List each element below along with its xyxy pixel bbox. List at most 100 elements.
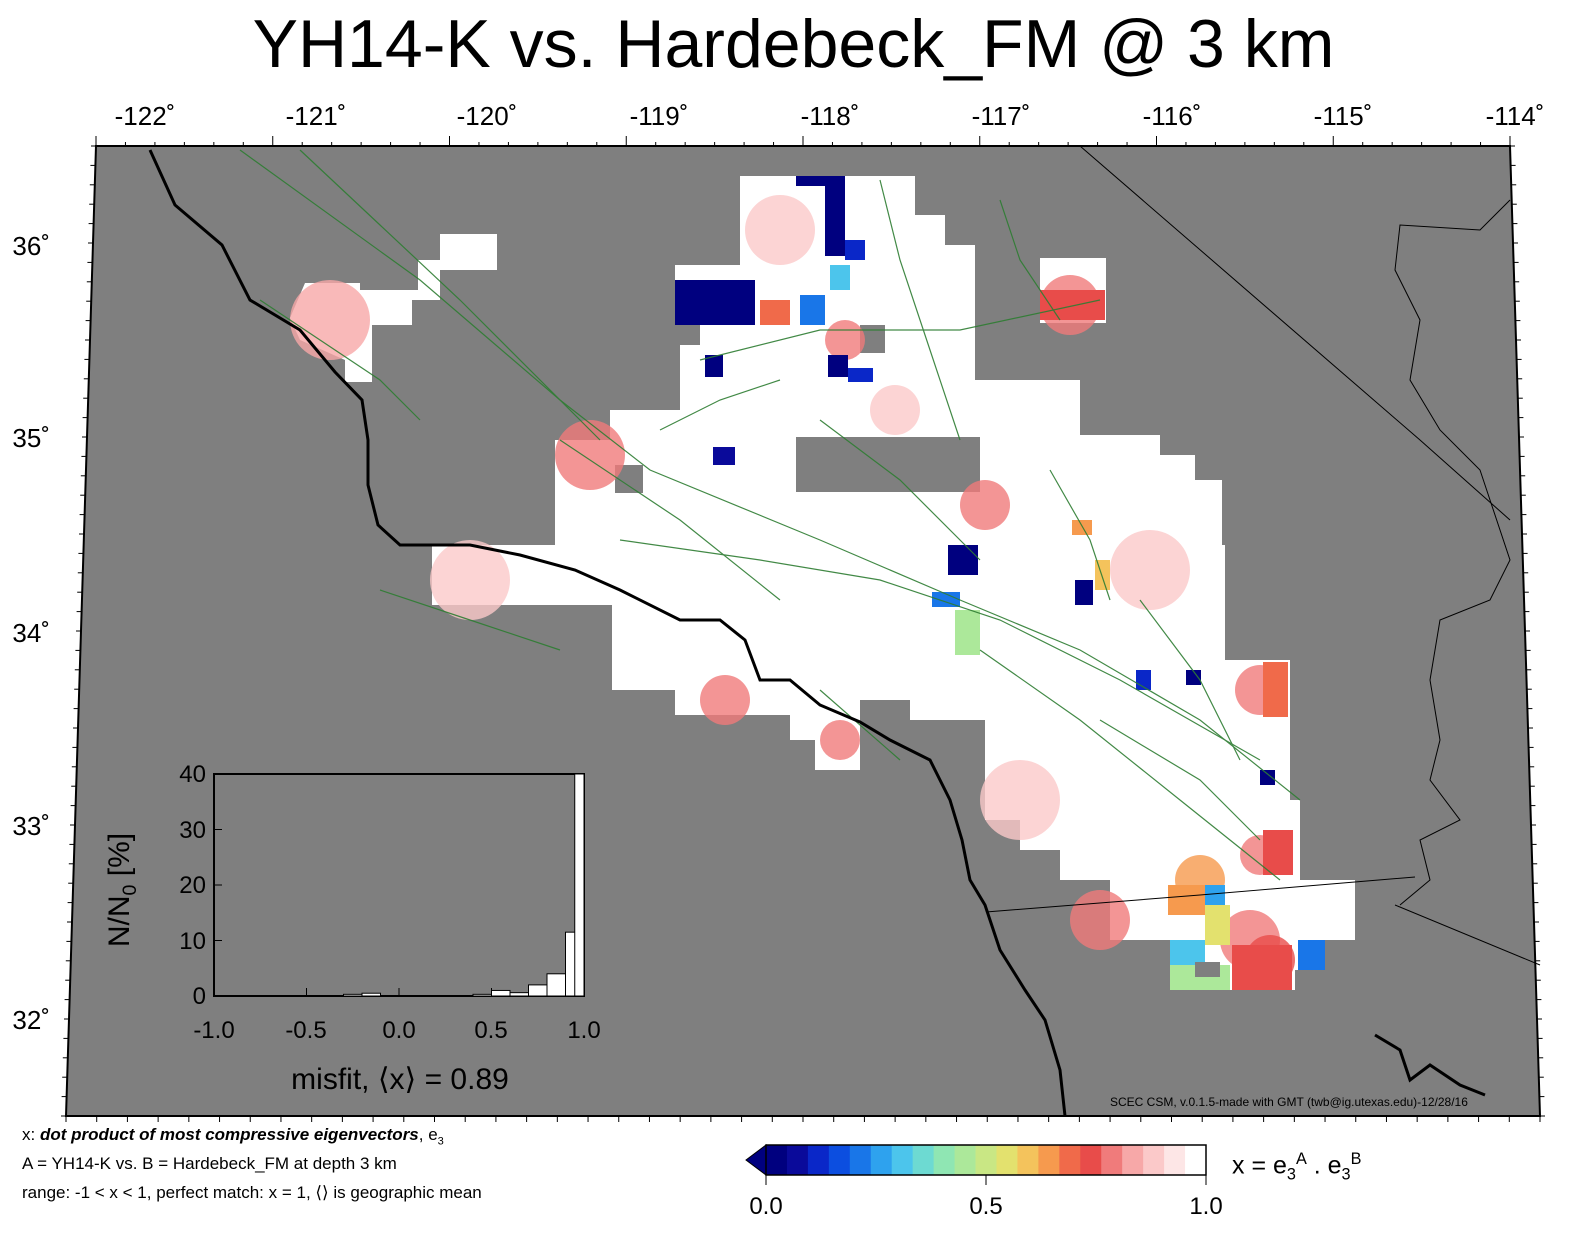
misfit-patch bbox=[870, 385, 920, 435]
no-data-hole bbox=[1195, 962, 1220, 977]
misfit-block bbox=[830, 265, 850, 290]
inset-x-axis-label: misfit, ⟨x⟩ = 0.89 bbox=[291, 1063, 509, 1096]
colorbar-segment bbox=[870, 1145, 893, 1175]
misfit-patch bbox=[700, 675, 750, 725]
misfit-block bbox=[1263, 830, 1293, 875]
lat-label: 33˚ bbox=[12, 811, 50, 841]
lon-label: -115˚ bbox=[1313, 101, 1373, 131]
inset-x-tick: -1.0 bbox=[193, 1017, 235, 1044]
misfit-block bbox=[796, 176, 826, 186]
lon-label: -120˚ bbox=[456, 101, 518, 131]
histogram-bar bbox=[546, 973, 566, 997]
misfit-patch bbox=[960, 480, 1010, 530]
note-line-2: A = YH14-K vs. B = Hardebeck_FM at depth… bbox=[22, 1154, 397, 1173]
misfit-patch bbox=[430, 540, 510, 620]
colorbar-segment bbox=[996, 1145, 1018, 1175]
colorado-river bbox=[1394, 199, 1511, 906]
misfit-block bbox=[1072, 520, 1092, 535]
inset-y-tick: 20 bbox=[179, 872, 206, 899]
lon-label: -122˚ bbox=[114, 101, 176, 131]
misfit-block bbox=[825, 176, 845, 256]
histogram-bar bbox=[491, 989, 511, 997]
inset-ticks bbox=[213, 773, 585, 997]
cb-label-sup-a: A bbox=[1295, 1150, 1307, 1168]
histogram-bar bbox=[472, 993, 492, 997]
inset-x-tick: -0.5 bbox=[285, 1017, 327, 1044]
inset-y-tick: 10 bbox=[179, 928, 206, 955]
colorbar-segment bbox=[1059, 1145, 1081, 1175]
lon-label: -118˚ bbox=[800, 101, 860, 131]
inset-x-tick: 1.0 bbox=[567, 1017, 601, 1044]
lat-label: 35˚ bbox=[12, 423, 50, 453]
inset-ylabel-sub: 0 bbox=[119, 884, 141, 896]
misfit-block bbox=[1260, 770, 1275, 785]
colorbar-segment bbox=[1164, 1145, 1186, 1175]
cb-label-dot: . e bbox=[1306, 1151, 1342, 1180]
note-1-sub: 3 bbox=[437, 1135, 444, 1148]
state-borders bbox=[985, 145, 1541, 966]
lon-label: -114˚ bbox=[1485, 101, 1545, 131]
histogram-bar bbox=[361, 992, 381, 997]
misfit-block bbox=[1168, 885, 1208, 915]
misfit-block bbox=[1186, 670, 1201, 685]
inset-x-tick: 0.5 bbox=[474, 1017, 508, 1044]
misfit-block bbox=[828, 355, 848, 377]
histogram-bar bbox=[574, 773, 585, 997]
mexico-coastline bbox=[1374, 1033, 1486, 1097]
inset-y-tick: 40 bbox=[179, 761, 206, 788]
misfit-block bbox=[932, 592, 960, 607]
fault-lines bbox=[239, 149, 1301, 881]
colorbar-label: x = e3A . e3B bbox=[1232, 1142, 1361, 1191]
misfit-patch bbox=[820, 720, 860, 760]
colorbar-tick: 0.5 bbox=[969, 1193, 1003, 1220]
lon-label: -121˚ bbox=[285, 101, 347, 131]
colorbar-segment bbox=[1038, 1145, 1060, 1175]
colorbar-tick: 1.0 bbox=[1189, 1193, 1223, 1220]
inset-ylabel-text: N/N bbox=[103, 895, 136, 948]
note-line-1: x: dot product of most compressive eigen… bbox=[22, 1124, 444, 1152]
colorbar-frame bbox=[765, 1144, 1207, 1176]
colorbar-tick: 0.0 bbox=[749, 1193, 783, 1220]
misfit-data-layer bbox=[290, 176, 1355, 990]
colorbar-segment bbox=[912, 1145, 935, 1175]
lat-label: 36˚ bbox=[12, 231, 50, 261]
misfit-patch bbox=[1110, 530, 1190, 610]
histogram-bar bbox=[343, 993, 363, 997]
colorbar-segment bbox=[1122, 1145, 1144, 1175]
colorbar-segment bbox=[1080, 1145, 1102, 1175]
misfit-block bbox=[1205, 905, 1230, 945]
inset-ylabel-unit: [%] bbox=[103, 832, 136, 885]
colorbar-segment bbox=[786, 1145, 809, 1175]
misfit-patch bbox=[825, 320, 865, 360]
misfit-block bbox=[800, 295, 825, 325]
misfit-block bbox=[1205, 885, 1225, 905]
colorbar-segment bbox=[1143, 1145, 1165, 1175]
note-1-suffix: , e bbox=[418, 1125, 438, 1144]
misfit-block bbox=[1263, 662, 1288, 717]
inset-y-tick: 0 bbox=[192, 983, 206, 1010]
misfit-block bbox=[1040, 290, 1105, 320]
misfit-patch bbox=[980, 760, 1060, 840]
lat-label: 32˚ bbox=[12, 1005, 50, 1035]
cb-label-prefix: x = e bbox=[1232, 1151, 1287, 1180]
misfit-block bbox=[713, 447, 735, 465]
coastline bbox=[148, 149, 1067, 1117]
histogram-bar bbox=[528, 984, 548, 997]
lon-label: -117˚ bbox=[971, 101, 1031, 131]
inset-bars bbox=[343, 773, 585, 997]
colorbar-triangle bbox=[745, 1144, 767, 1176]
colorbar-segment bbox=[849, 1145, 872, 1175]
colorbar-segment bbox=[975, 1145, 997, 1175]
colorbar-segment bbox=[1017, 1145, 1039, 1175]
cb-label-sub-b: 3 bbox=[1341, 1165, 1351, 1184]
inset-y-tick: 30 bbox=[179, 817, 206, 844]
colorbar-segment bbox=[807, 1145, 830, 1175]
lat-label: 34˚ bbox=[12, 618, 50, 648]
note-1-emphasis: dot product of most compressive eigenvec… bbox=[39, 1125, 419, 1144]
colorbar-segment bbox=[766, 1145, 788, 1175]
colorbar-segment bbox=[828, 1145, 851, 1175]
credit-text: SCEC CSM, v.0.1.5-made with GMT (twb@ig.… bbox=[1110, 1095, 1468, 1109]
cb-label-sub-a: 3 bbox=[1286, 1165, 1296, 1184]
misfit-patch bbox=[290, 280, 370, 360]
